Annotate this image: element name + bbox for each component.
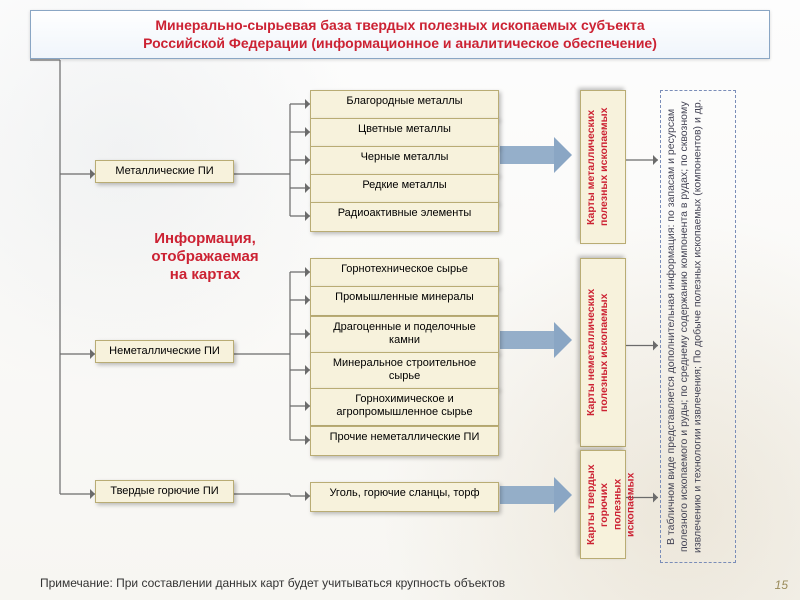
title-line1: Минерально-сырьевая база твердых полезны…: [41, 17, 759, 35]
category-fuel: Твердые горючие ПИ: [95, 480, 234, 503]
item-coal: Уголь, горючие сланцы, торф: [310, 482, 499, 512]
info-caption: Информация, отображаемая на картах: [120, 230, 290, 284]
map-card-metallic: Карты металлических полезных ископаемых: [580, 90, 626, 244]
item-industrial-minerals: Промышленные минералы: [310, 286, 499, 316]
item-mining-raw: Горнотехническое сырье: [310, 258, 499, 288]
item-radioactive: Радиоактивные элементы: [310, 202, 499, 232]
page-number: 15: [775, 578, 788, 592]
category-nonmetallic: Неметаллические ПИ: [95, 340, 234, 363]
map-card-fuel: Карты твердых горючих полезных ископаемы…: [580, 450, 626, 559]
item-gems: Драгоценные и поделочные камни: [310, 316, 499, 354]
tabular-info-card: В табличном виде представляется дополнит…: [660, 90, 736, 563]
item-rare-metals: Редкие металлы: [310, 174, 499, 204]
caption-l3: на картах: [120, 266, 290, 284]
item-nonferrous-metals: Цветные металлы: [310, 118, 499, 148]
arrow-to-map-2: [500, 322, 572, 358]
arrow-to-map-1: [500, 137, 572, 173]
arrow-to-map-3: [500, 477, 572, 513]
item-other-nonmetallic: Прочие неметаллические ПИ: [310, 426, 499, 456]
item-mining-chemical: Горнохимическое и агропромышленное сырье: [310, 388, 499, 426]
item-construction: Минеральное строительное сырье: [310, 352, 499, 390]
item-noble-metals: Благородные металлы: [310, 90, 499, 120]
caption-l2: отображаемая: [120, 248, 290, 266]
title-bar: Минерально-сырьевая база твердых полезны…: [30, 10, 770, 59]
category-metallic: Металлические ПИ: [95, 160, 234, 183]
footnote: Примечание: При составлении данных карт …: [40, 576, 505, 590]
caption-l1: Информация,: [120, 230, 290, 248]
map-card-nonmetallic: Карты неметаллических полезных ископаемы…: [580, 258, 626, 447]
title-line2: Российской Федерации (информационное и а…: [41, 35, 759, 53]
item-ferrous-metals: Черные металлы: [310, 146, 499, 176]
